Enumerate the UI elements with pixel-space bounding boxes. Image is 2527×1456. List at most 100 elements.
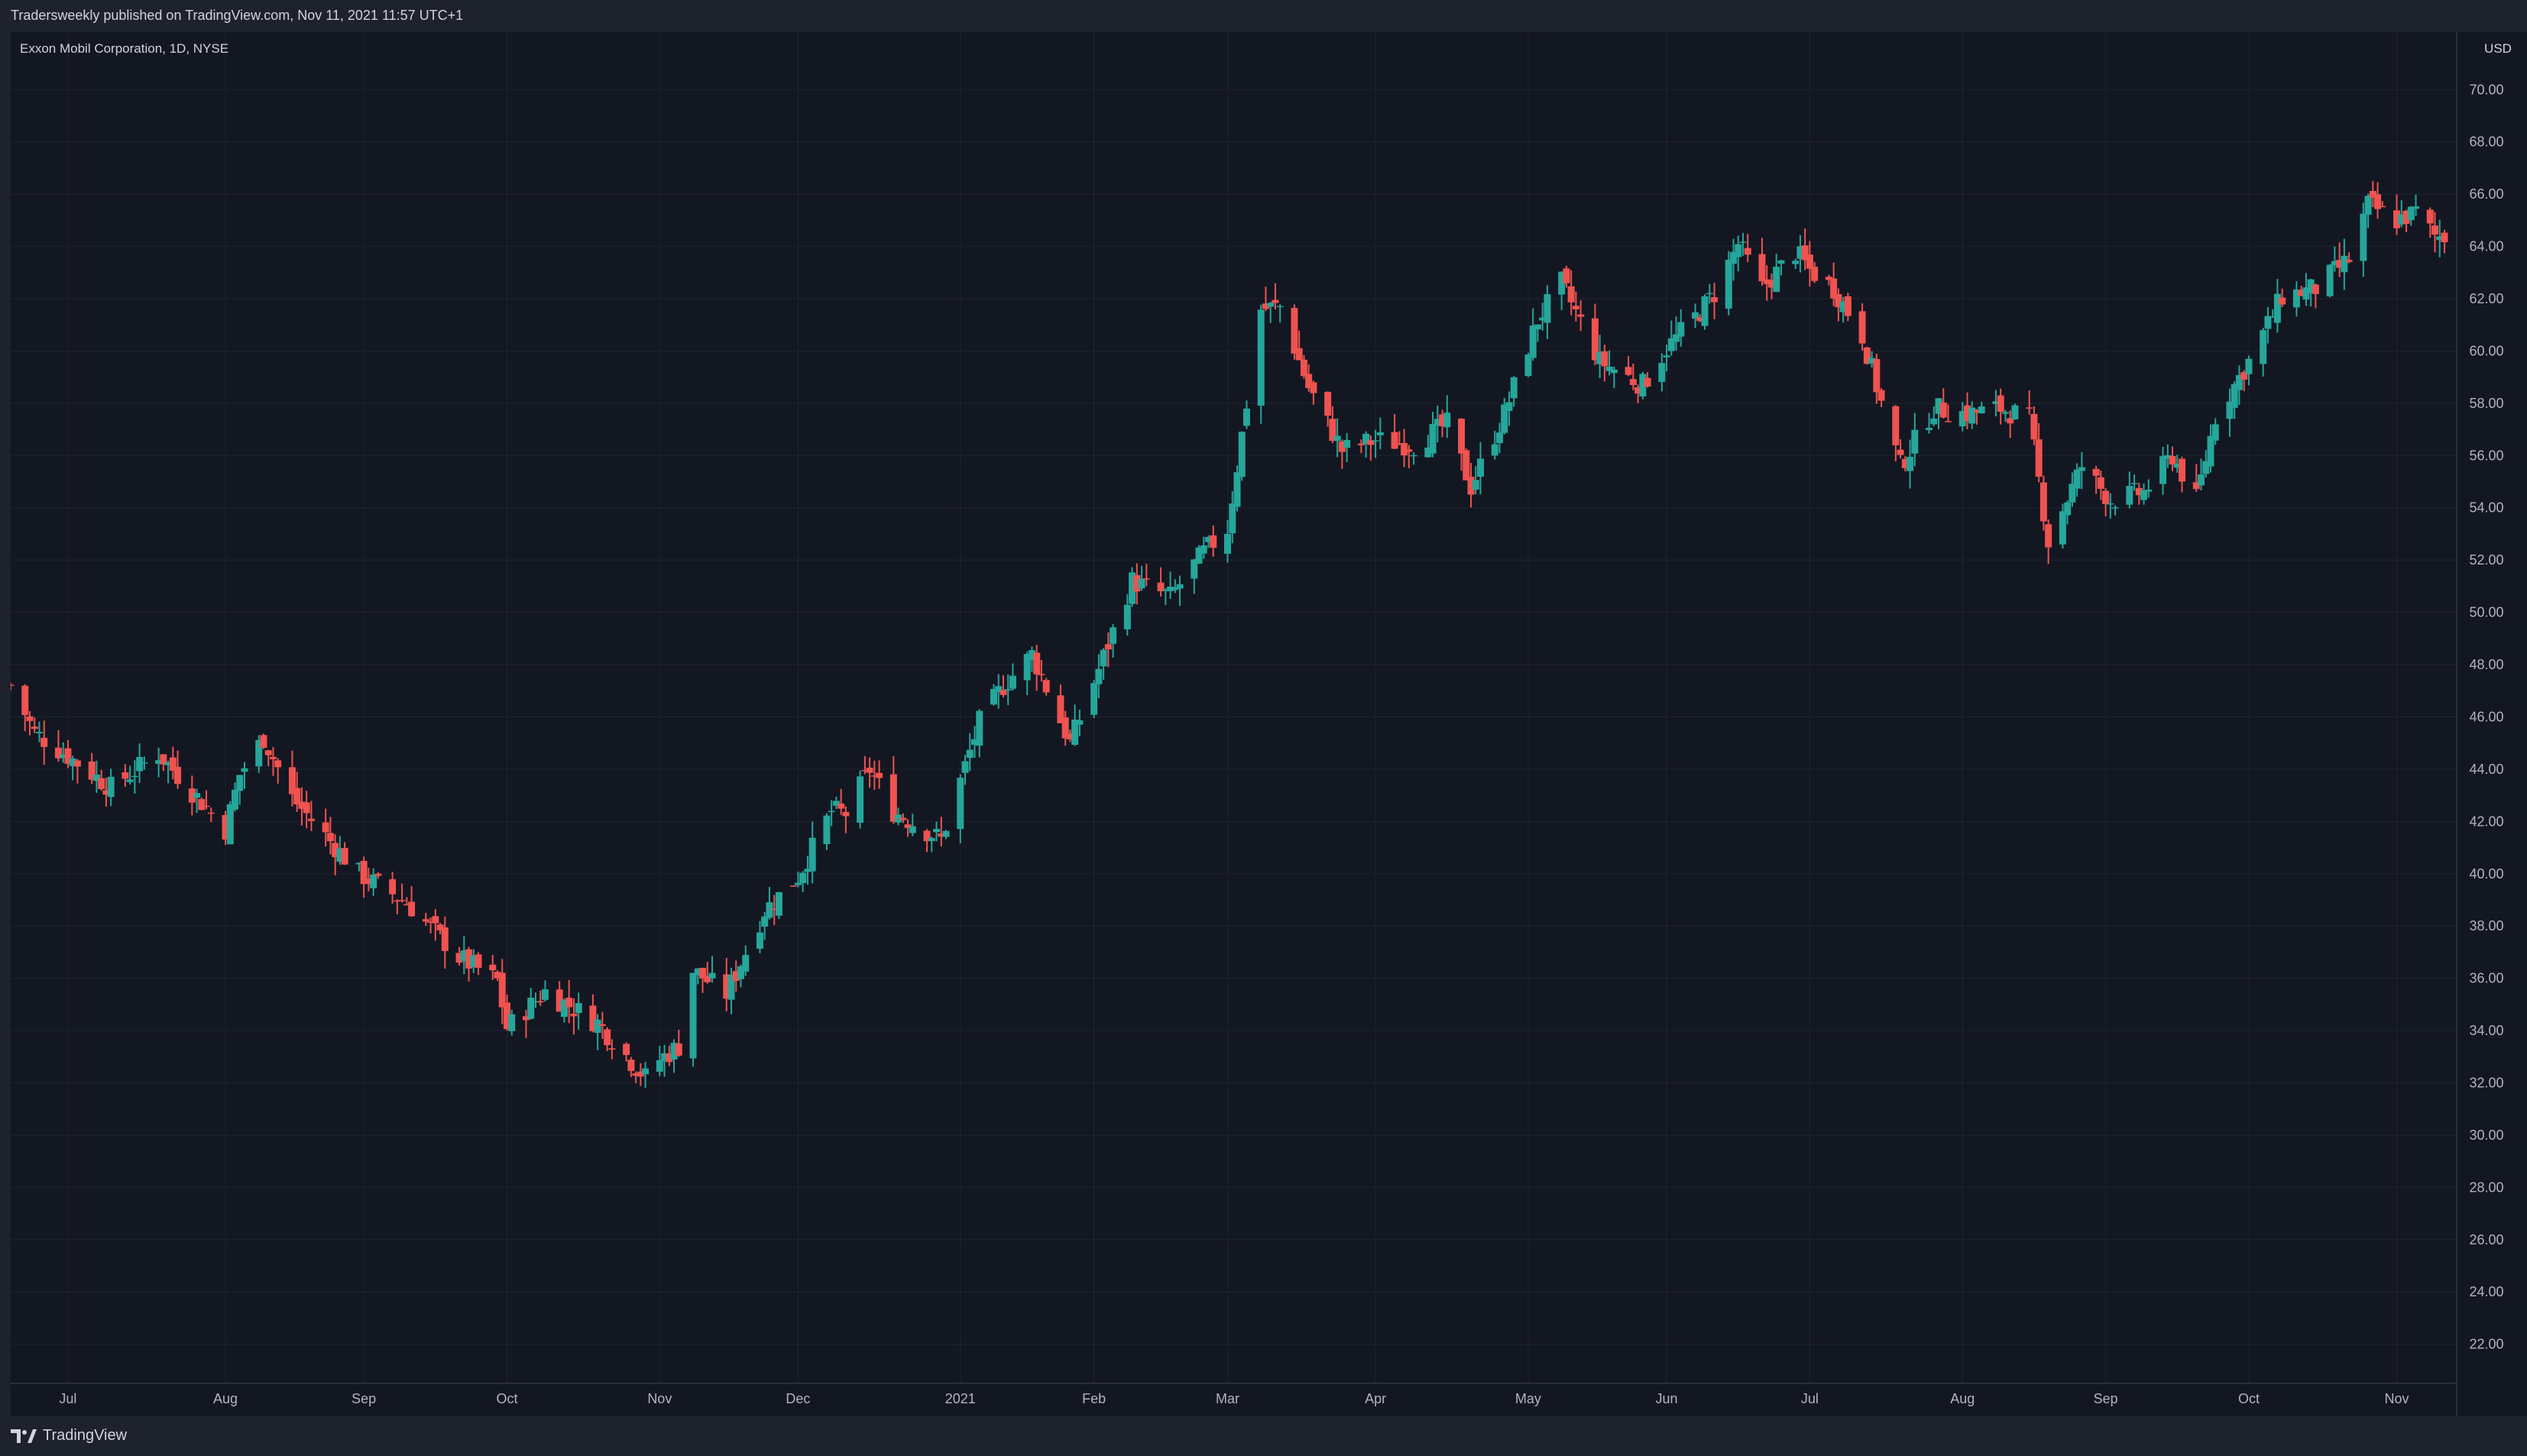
time-tick-label: Aug (213, 1391, 238, 1406)
candle (169, 746, 177, 780)
candle (2393, 194, 2401, 235)
candle (2436, 219, 2444, 257)
candle (766, 887, 773, 920)
time-tick-label: Sep (352, 1391, 376, 1406)
candle (1930, 406, 1938, 427)
candle (1023, 651, 1031, 695)
publish-header: Tradersweekly published on TradingView.c… (0, 0, 2527, 32)
candle (1729, 238, 1737, 281)
candle (31, 717, 38, 733)
candle (737, 964, 744, 988)
candle (2364, 193, 2372, 228)
candle (961, 754, 969, 785)
candle (226, 801, 234, 845)
chart-pane[interactable]: 70.00 68.00 66.00 64.00 62.00 60.00 58.00 56.00… (11, 32, 2527, 1416)
candle (2179, 456, 2186, 493)
candle (441, 916, 449, 969)
candle (21, 684, 29, 732)
candle (699, 967, 707, 993)
candle (236, 775, 244, 805)
candle (1324, 391, 1332, 427)
price-tick-label: 34.00 (2469, 1023, 2503, 1038)
candle (1028, 646, 1035, 672)
candle (2073, 463, 2081, 497)
candle (1767, 273, 1775, 299)
candle (503, 994, 510, 1031)
candle (598, 1011, 606, 1039)
candle (298, 787, 306, 826)
symbol-title[interactable]: Exxon Mobil Corporation, 1D, NYSE (20, 41, 229, 56)
candle (870, 760, 878, 790)
candle (656, 1046, 663, 1077)
candle (1601, 345, 1609, 382)
candle (861, 756, 869, 775)
candle (971, 726, 979, 758)
candle (1476, 442, 1484, 495)
candle (1357, 439, 1365, 454)
candle (565, 980, 573, 1024)
candle (1104, 633, 1112, 668)
price-tick-label: 54.00 (2469, 500, 2503, 516)
candle (2145, 479, 2153, 498)
candle (222, 811, 229, 846)
candle (938, 817, 945, 846)
candle (1673, 316, 1680, 351)
candle (1825, 274, 1832, 286)
candle (1997, 388, 2004, 425)
candle (1529, 308, 1537, 361)
candle (1061, 710, 1069, 746)
candle (1901, 456, 1909, 472)
candle (2379, 201, 2386, 208)
candle (2045, 519, 2052, 565)
time-tick-label: Apr (1365, 1391, 1386, 1406)
candle (1739, 232, 1747, 256)
candle (536, 990, 544, 1006)
candle (604, 1027, 611, 1051)
candle (389, 872, 397, 904)
candle (2192, 464, 2200, 492)
candle (2111, 505, 2119, 516)
candle (1596, 335, 1604, 378)
candle (2026, 390, 2033, 415)
candle (141, 756, 148, 770)
candle (1907, 439, 1914, 489)
candle (1257, 304, 1265, 424)
candle (1439, 409, 1447, 438)
candle (1267, 302, 1275, 323)
price-axis[interactable]: 70.00 68.00 66.00 64.00 62.00 60.00 58.00 56.00… (2469, 82, 2503, 1351)
candle (1333, 418, 1341, 458)
price-tick-label: 24.00 (2469, 1284, 2503, 1299)
candle (727, 967, 735, 1014)
candle (1343, 432, 1351, 462)
candle (632, 1071, 640, 1084)
candle (789, 885, 797, 887)
candle (1472, 466, 1479, 495)
candle (2345, 252, 2353, 264)
candle (966, 733, 974, 772)
time-axis[interactable]: Jul Aug Sep Oct Nov Dec 2021 Feb Mar Apr May Jun Jul… (59, 1391, 2409, 1406)
candle (2001, 409, 2009, 422)
candle (322, 808, 329, 847)
candle (694, 968, 701, 985)
candle (126, 765, 134, 785)
candle (1773, 254, 1780, 293)
price-tick-label: 60.00 (2469, 343, 2503, 358)
candle (1004, 674, 1012, 706)
candle (427, 917, 435, 933)
candle (489, 955, 497, 980)
candlestick-chart[interactable]: 70.00 68.00 66.00 64.00 62.00 60.00 58.00 56.00… (11, 32, 2527, 1416)
candle (1458, 418, 1466, 471)
candle (1524, 352, 1532, 377)
price-tick-label: 40.00 (2469, 866, 2503, 882)
candle (355, 862, 363, 872)
price-tick-label: 62.00 (2469, 291, 2503, 306)
candle (2341, 238, 2348, 290)
candle (1076, 710, 1084, 736)
candle (336, 836, 344, 866)
candle (1176, 575, 1184, 607)
tradingview-logo[interactable]: TradingView (11, 1427, 127, 1445)
candle (274, 758, 282, 784)
candle (2231, 380, 2238, 419)
candle (155, 747, 163, 778)
candle (1625, 356, 1632, 377)
